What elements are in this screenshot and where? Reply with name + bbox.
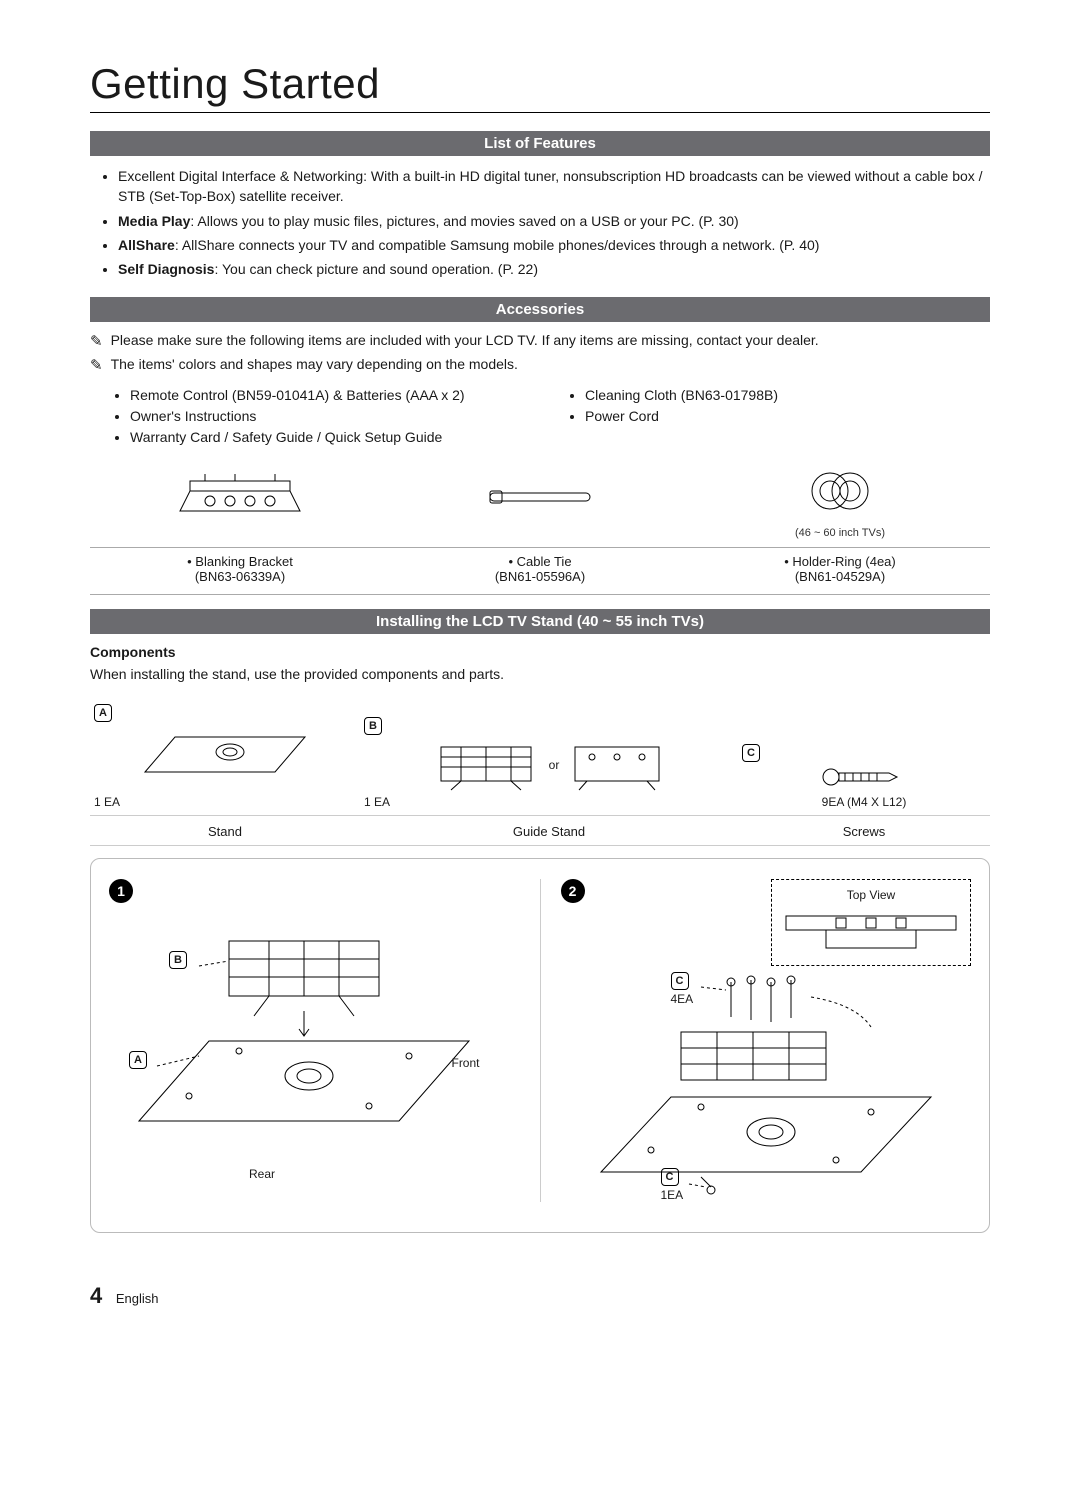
- comp-label: Guide Stand: [360, 816, 738, 846]
- components-table: A 1 EA B or: [90, 696, 990, 846]
- cable-tie-icon: [475, 466, 605, 526]
- part-caption: • Holder-Ring (4ea) (BN61-04529A): [690, 554, 990, 584]
- letter-label-c: C: [742, 744, 760, 762]
- comp-label: Screws: [738, 816, 990, 846]
- top-view-box: Top View: [771, 879, 971, 966]
- feature-item: AllShare: AllShare connects your TV and …: [118, 235, 990, 255]
- note-icon: ✎: [90, 356, 103, 376]
- assembly-diagram: 1 B A: [90, 858, 990, 1233]
- blanking-bracket-icon: [175, 466, 305, 526]
- accessories-parts-row: (46 ~ 60 inch TVs): [90, 456, 990, 548]
- feature-item: Excellent Digital Interface & Networking…: [118, 166, 990, 207]
- page-lang: English: [116, 1291, 159, 1306]
- stand-base-icon: [135, 722, 315, 792]
- top-view-label: Top View: [778, 888, 964, 902]
- feature-item: Self Diagnosis: You can check picture an…: [118, 259, 990, 279]
- step-number: 1: [109, 879, 133, 903]
- comp-cell-c: C 9EA (M4 X L12): [738, 696, 990, 816]
- letter-label-a: A: [94, 704, 112, 722]
- step-number: 2: [561, 879, 585, 903]
- features-list: Excellent Digital Interface & Networking…: [118, 166, 990, 279]
- comp-cell-a: A 1 EA: [90, 696, 360, 816]
- comp-cell-b: B or: [360, 696, 738, 816]
- note-row: ✎ Please make sure the following items a…: [90, 332, 990, 352]
- assembly-divider: [540, 879, 541, 1202]
- comp-qty: 1 EA: [94, 795, 356, 809]
- rear-label: Rear: [249, 1167, 275, 1181]
- section-bar-features: List of Features: [90, 131, 990, 156]
- list-item: Owner's Instructions: [130, 406, 535, 427]
- letter-label-b: B: [364, 717, 382, 735]
- holder-ring-icon: [800, 466, 880, 516]
- section-bar-stand: Installing the LCD TV Stand (40 ~ 55 inc…: [90, 609, 990, 634]
- part-cell-bracket: [90, 466, 390, 539]
- note-icon: ✎: [90, 332, 103, 352]
- front-label: Front: [451, 1056, 479, 1070]
- page-footer: 4 English: [90, 1283, 990, 1309]
- list-item: Cleaning Cloth (BN63-01798B): [585, 385, 990, 406]
- top-view-icon: [781, 906, 961, 956]
- list-item: Power Cord: [585, 406, 990, 427]
- comp-qty: 1 EA: [364, 795, 734, 809]
- screw-icon: [819, 762, 909, 792]
- page-title: Getting Started: [90, 60, 990, 113]
- note-text: The items' colors and shapes may vary de…: [111, 356, 518, 372]
- comp-qty: 9EA (M4 X L12): [742, 795, 986, 809]
- parts-captions: • Blanking Bracket (BN63-06339A) • Cable…: [90, 548, 990, 595]
- assembly-step2-icon: [561, 972, 961, 1202]
- list-item: Remote Control (BN59-01041A) & Batteries…: [130, 385, 535, 406]
- or-label: or: [549, 758, 560, 772]
- accessories-right-list: Cleaning Cloth (BN63-01798B) Power Cord: [565, 385, 990, 448]
- part-cell-holderring: (46 ~ 60 inch TVs): [690, 466, 990, 539]
- components-text: When installing the stand, use the provi…: [90, 666, 990, 682]
- assembly-step-2: 2 Top View C 4EA C 1EA: [561, 879, 972, 1202]
- comp-label: Stand: [90, 816, 360, 846]
- note-row: ✎ The items' colors and shapes may vary …: [90, 356, 990, 376]
- accessories-lists: Remote Control (BN59-01041A) & Batteries…: [110, 385, 990, 448]
- note-text: Please make sure the following items are…: [111, 332, 819, 348]
- part-caption: • Cable Tie (BN61-05596A): [390, 554, 690, 584]
- guide-stand-icon: [431, 735, 541, 795]
- assembly-step1-icon: [109, 921, 489, 1181]
- guide-stand-alt-icon: [567, 735, 667, 795]
- section-bar-accessories: Accessories: [90, 297, 990, 322]
- list-item: Warranty Card / Safety Guide / Quick Set…: [130, 427, 535, 448]
- part-cell-cabletie: [390, 466, 690, 539]
- accessories-left-list: Remote Control (BN59-01041A) & Batteries…: [110, 385, 535, 448]
- part-caption: • Blanking Bracket (BN63-06339A): [90, 554, 390, 584]
- assembly-step-1: 1 B A: [109, 879, 520, 1202]
- feature-item: Media Play: Allows you to play music fil…: [118, 211, 990, 231]
- components-head: Components: [90, 644, 990, 660]
- part-note: (46 ~ 60 inch TVs): [690, 527, 990, 539]
- page-number: 4: [90, 1283, 102, 1308]
